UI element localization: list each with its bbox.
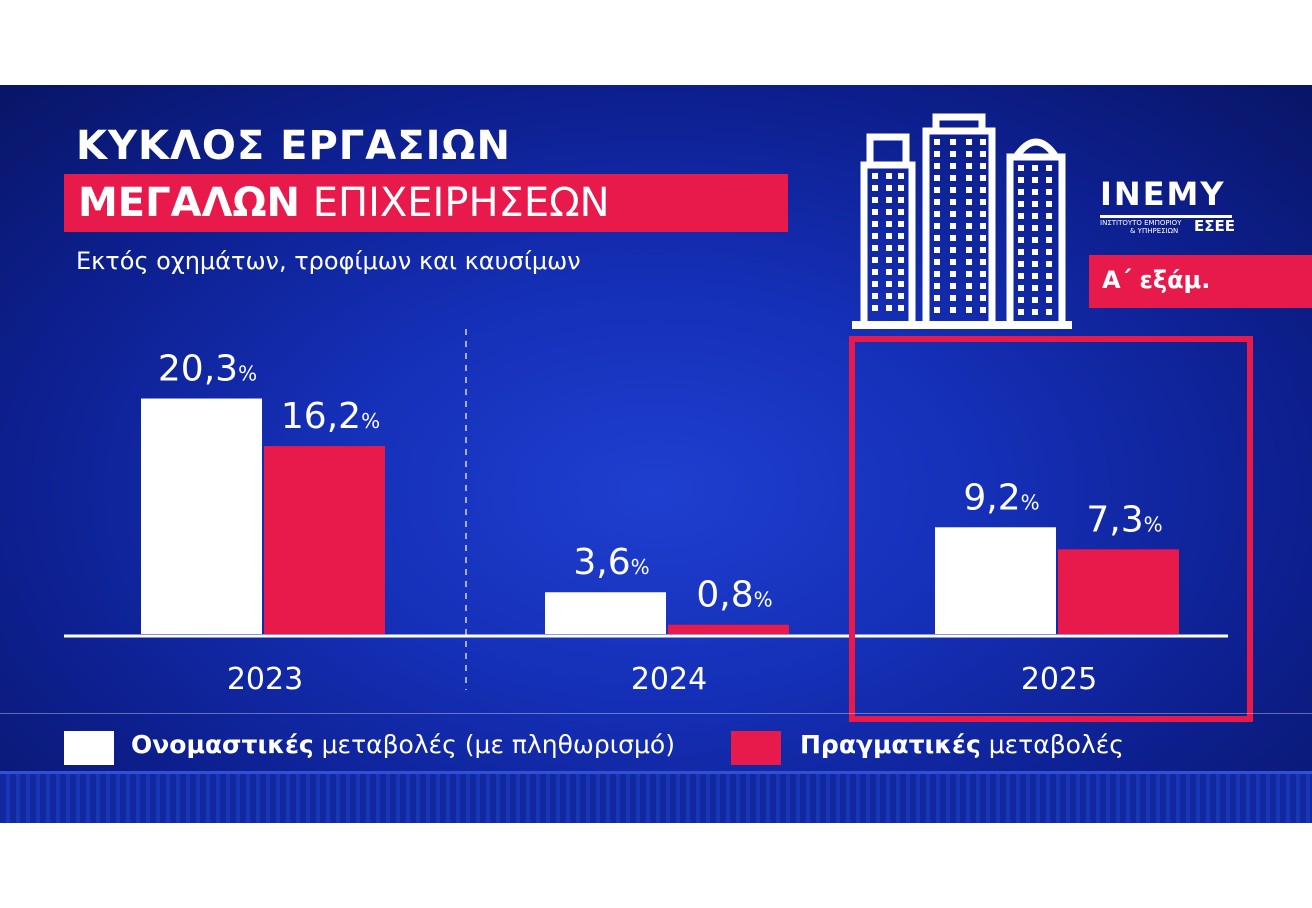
logo-rule	[1100, 215, 1232, 218]
bar-nominal-2025	[935, 527, 1056, 634]
logo-org: ΕΣΕΕ	[1194, 217, 1235, 235]
legend-nominal-bold: Ονομαστικές	[131, 730, 314, 759]
logo-line2: & ΥΠΗΡΕΣΙΩΝ	[1130, 227, 1179, 235]
data-label-real-2023: 16,2%	[281, 396, 380, 437]
chart-subtitle: Εκτός οχημάτων, τροφίμων και καυσίμων	[76, 247, 581, 275]
bar-real-2024	[668, 624, 789, 634]
legend-label-nominal: Ονομαστικές μεταβολές (με πληθωρισμό)	[131, 730, 675, 759]
title-bold: ΜΕΓΑΛΩΝ	[78, 180, 301, 226]
legend	[0, 713, 1312, 772]
highlight-frame-2025	[849, 336, 1253, 722]
bar-nominal-2023	[141, 398, 262, 634]
legend-swatch-nominal	[64, 731, 114, 765]
title-banner: ΜΕΓΑΛΩΝ ΕΠΙΧΕΙΡΗΣΕΩΝ	[64, 174, 788, 232]
infographic-panel: ΚΥΚΛΟΣ ΕΡΓΑΣΙΩΝ ΜΕΓΑΛΩΝ ΕΠΙΧΕΙΡΗΣΕΩΝ Εκτ…	[0, 85, 1312, 823]
inemy-logo: INEMY ΙΝΣΤΙΤΟΥΤΟ ΕΜΠΟΡΙΟΥ & ΥΠΗΡΕΣΙΩΝ ΕΣΕ…	[1100, 175, 1235, 235]
data-label-nominal-2024: 3,6%	[573, 542, 649, 583]
title-rest: ΕΠΙΧΕΙΡΗΣΕΩΝ	[312, 180, 610, 226]
period-badge: Α΄ εξάμ.	[1089, 255, 1312, 308]
x-tick-label-2023: 2023	[227, 662, 303, 697]
bottom-strip	[0, 771, 1312, 823]
bar-real-2025	[1058, 549, 1179, 634]
bar-nominal-2024	[545, 592, 666, 634]
x-tick-label-2024: 2024	[631, 662, 707, 697]
x-tick-label-2025: 2025	[1021, 662, 1097, 697]
buildings-icon	[852, 113, 1072, 329]
legend-swatch-real	[731, 731, 781, 765]
legend-real-bold: Πραγματικές	[800, 730, 981, 759]
data-label-real-2025: 7,3%	[1086, 499, 1162, 540]
legend-real-rest: μεταβολές	[988, 730, 1124, 759]
data-label-real-2024: 0,8%	[696, 575, 772, 616]
legend-label-real: Πραγματικές μεταβολές	[800, 730, 1124, 759]
logo-line1: ΙΝΣΤΙΤΟΥΤΟ ΕΜΠΟΡΙΟΥ	[1100, 219, 1182, 227]
bar-chart: 20,3% 16,2% 2023 3,6% 0,8% 2024 9,2% 7,3% 2025	[64, 329, 1228, 697]
data-label-nominal-2025: 9,2%	[963, 477, 1039, 518]
logo-name: INEMY	[1100, 175, 1226, 213]
data-label-nominal-2023: 20,3%	[158, 349, 257, 390]
logo-subtitle: ΙΝΣΤΙΤΟΥΤΟ ΕΜΠΟΡΙΟΥ & ΥΠΗΡΕΣΙΩΝ	[1100, 219, 1181, 235]
bar-real-2023	[264, 446, 385, 634]
chart-title-line2: ΜΕΓΑΛΩΝ ΕΠΙΧΕΙΡΗΣΕΩΝ	[78, 180, 610, 226]
legend-nominal-rest: μεταβολές (με πληθωρισμό)	[321, 730, 675, 759]
chart-title: ΚΥΚΛΟΣ ΕΡΓΑΣΙΩΝ	[76, 123, 511, 169]
